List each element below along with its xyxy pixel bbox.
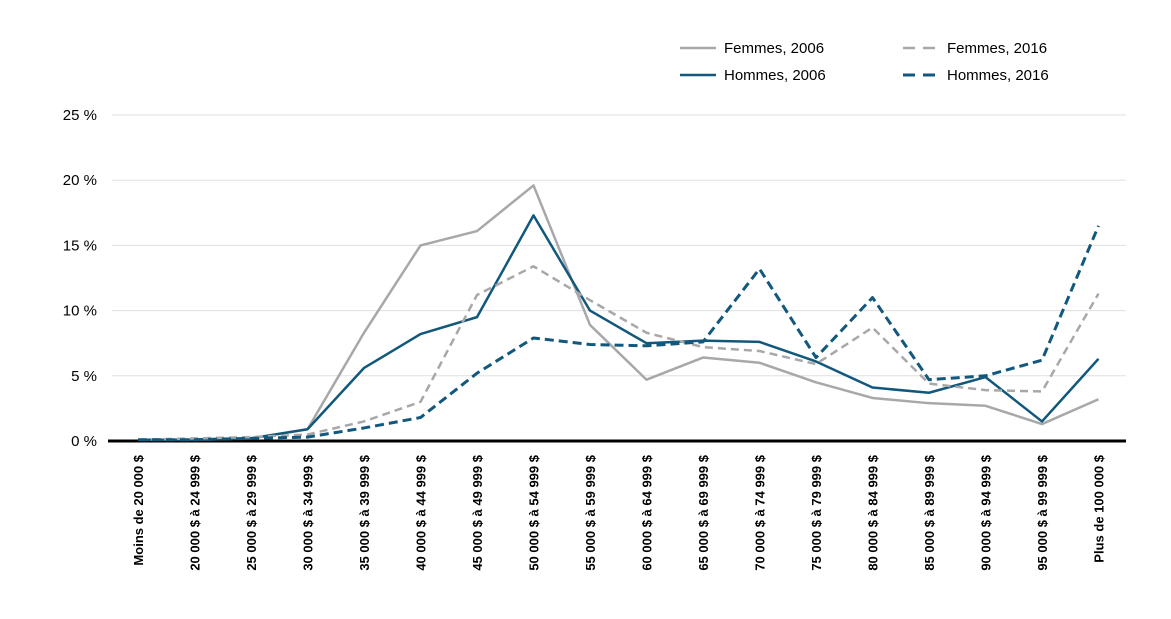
y-axis-tick-labels: 0 % 5 % 10 % 15 % 20 % 25 % bbox=[63, 107, 97, 450]
x-tick-label-12: 75 000 $ à 79 999 $ bbox=[809, 454, 824, 570]
legend-label: Hommes, 2006 bbox=[724, 67, 826, 84]
x-tick-label-0: Moins de 20 000 $ bbox=[131, 454, 146, 565]
y-tick-label-25: 25 % bbox=[63, 107, 97, 124]
x-tick-label-4: 35 000 $ à 39 999 $ bbox=[357, 454, 372, 570]
x-tick-label-16: 95 000 $ à 99 999 $ bbox=[1035, 454, 1050, 570]
legend-label: Hommes, 2016 bbox=[947, 67, 1049, 84]
legend-label: Femmes, 2006 bbox=[724, 40, 824, 57]
x-tick-label-17: Plus de 100 000 $ bbox=[1092, 454, 1107, 562]
chart-legend: Femmes, 2006 Hommes, 2006 Femmes, 2016 Homm… bbox=[680, 40, 1049, 84]
legend-item-hommes-2006: Hommes, 2006 bbox=[680, 67, 826, 84]
x-tick-label-1: 20 000 $ à 24 999 $ bbox=[188, 454, 203, 570]
series-line-femmes-2006 bbox=[138, 184, 1100, 441]
x-tick-label-13: 80 000 $ à 84 999 $ bbox=[866, 454, 881, 570]
x-tick-label-10: 65 000 $ à 69 999 $ bbox=[696, 454, 711, 570]
x-tick-label-11: 70 000 $ à 74 999 $ bbox=[753, 454, 768, 570]
y-tick-label-15: 15 % bbox=[63, 237, 97, 254]
x-tick-label-6: 45 000 $ à 49 999 $ bbox=[470, 454, 485, 570]
legend-item-femmes-2016: Femmes, 2016 bbox=[903, 40, 1047, 57]
x-tick-label-3: 30 000 $ à 34 999 $ bbox=[301, 454, 316, 570]
x-tick-label-2: 25 000 $ à 29 999 $ bbox=[244, 454, 259, 570]
legend-label: Femmes, 2016 bbox=[947, 40, 1047, 57]
x-tick-label-15: 90 000 $ à 94 999 $ bbox=[979, 454, 994, 570]
x-tick-label-5: 40 000 $ à 44 999 $ bbox=[414, 454, 429, 570]
x-tick-label-8: 55 000 $ à 59 999 $ bbox=[583, 454, 598, 570]
y-tick-label-10: 10 % bbox=[63, 303, 97, 320]
y-tick-label-20: 20 % bbox=[63, 172, 97, 189]
y-tick-label-5: 5 % bbox=[71, 368, 97, 385]
data-series-lines bbox=[137, 184, 1100, 442]
series-line-hommes-2006 bbox=[138, 214, 1100, 441]
x-tick-label-9: 60 000 $ à 64 999 $ bbox=[640, 454, 655, 570]
x-axis-tick-labels: Moins de 20 000 $ 20 000 $ à 24 999 $ 25 0… bbox=[131, 454, 1107, 570]
series-line-hommes-2016 bbox=[138, 225, 1100, 442]
x-tick-label-7: 50 000 $ à 54 999 $ bbox=[527, 454, 542, 570]
legend-item-hommes-2016: Hommes, 2016 bbox=[903, 67, 1049, 84]
series-line-femmes-2016 bbox=[137, 265, 1100, 441]
legend-item-femmes-2006: Femmes, 2006 bbox=[680, 40, 824, 57]
y-tick-label-0: 0 % bbox=[71, 433, 97, 450]
x-tick-label-14: 85 000 $ à 89 999 $ bbox=[922, 454, 937, 570]
gridlines bbox=[112, 114, 1126, 377]
